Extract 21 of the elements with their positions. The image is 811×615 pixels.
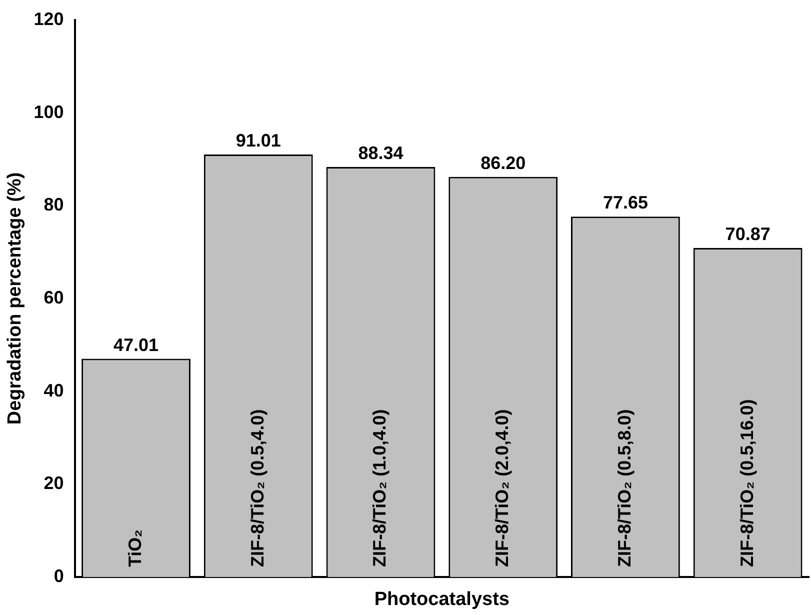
data-label: 77.65 [602, 192, 648, 213]
x-tick-label: ZIF-8/TiO₂ (1.0,4.0) [370, 409, 390, 567]
x-axis-title: Photocatalysts [374, 588, 510, 610]
y-axis-title: Degradation percentage (%) [4, 172, 26, 425]
data-label: 70.87 [725, 224, 770, 244]
y-tick-label: 120 [34, 8, 64, 29]
x-tick-label: ZIF-8/TiO₂ (0.5,16.0) [736, 399, 757, 567]
data-label: 86.20 [480, 152, 526, 173]
y-tick-label: 100 [34, 102, 64, 122]
x-tick-label: ZIF-8/TiO₂ (0.5,8.0) [614, 409, 634, 567]
y-tick-label: 0 [54, 566, 64, 586]
y-tick-label: 40 [44, 380, 64, 400]
x-tick-label: TiO₂ [124, 529, 145, 567]
x-tick-label: ZIF-8/TiO₂ (0.5,4.0) [247, 409, 268, 567]
y-tick-label: 60 [44, 287, 64, 308]
x-tick-label: ZIF-8/TiO₂ (2.0,4.0) [492, 409, 512, 567]
data-label: 91.01 [236, 130, 281, 151]
y-tick-label: 80 [44, 194, 64, 215]
data-label: 47.01 [113, 334, 159, 355]
data-label: 88.34 [358, 142, 404, 163]
y-tick-label: 20 [44, 473, 64, 494]
